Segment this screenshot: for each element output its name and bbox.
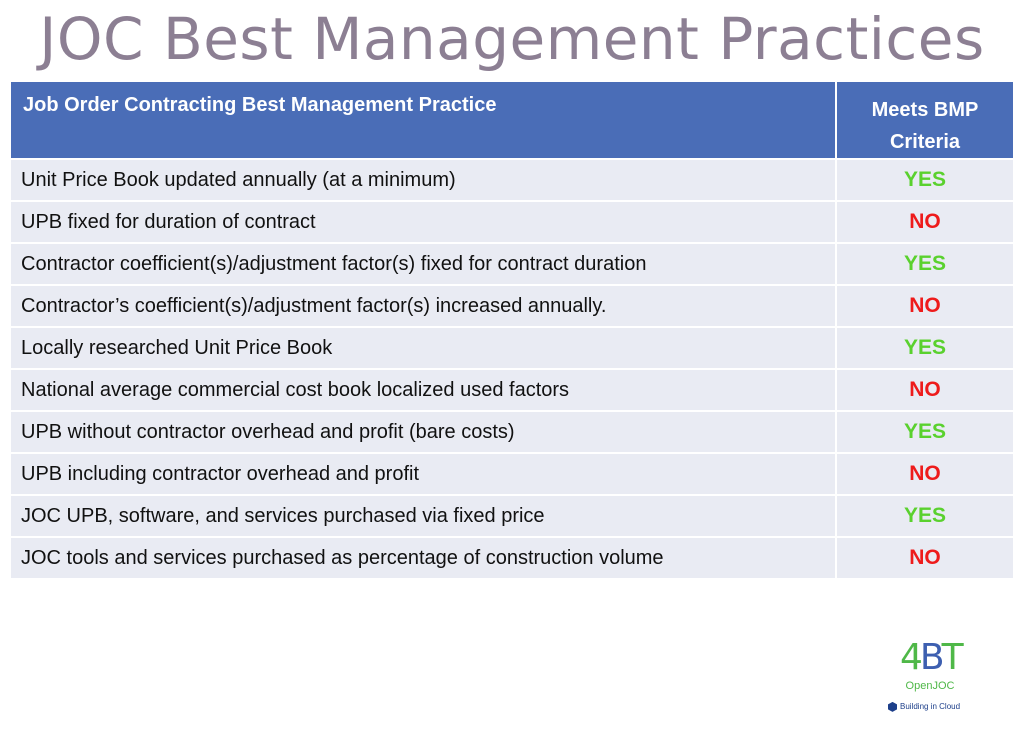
logo-tagline-row: Building in Cloud [888, 700, 984, 714]
practice-cell: JOC UPB, software, and services purchase… [11, 494, 837, 536]
practice-cell: Locally researched Unit Price Book [11, 326, 837, 368]
meets-criteria-cell: NO [837, 452, 1013, 494]
meets-criteria-cell: YES [837, 326, 1013, 368]
bmp-table: Job Order Contracting Best Management Pr… [11, 82, 1013, 578]
practice-cell: Unit Price Book updated annually (at a m… [11, 158, 837, 200]
table-row: Contractor’s coefficient(s)/adjustment f… [11, 284, 1013, 326]
column-header-criteria: Meets BMP Criteria [837, 82, 1013, 158]
table-row: UPB including contractor overhead and pr… [11, 452, 1013, 494]
logo-mark-t: T [941, 637, 964, 678]
practice-cell: UPB including contractor overhead and pr… [11, 452, 837, 494]
practice-cell: UPB fixed for duration of contract [11, 200, 837, 242]
table-row: National average commercial cost book lo… [11, 368, 1013, 410]
table-header-row: Job Order Contracting Best Management Pr… [11, 82, 1013, 158]
column-header-practice-label: Job Order Contracting Best Management Pr… [23, 94, 497, 116]
page-title: JOC Best Management Practices [39, 5, 985, 73]
meets-criteria-cell: NO [837, 200, 1013, 242]
table-body: Unit Price Book updated annually (at a m… [11, 158, 1013, 578]
logo-mark-4: 4 [900, 637, 923, 678]
meets-criteria-cell: YES [837, 494, 1013, 536]
column-header-practice: Job Order Contracting Best Management Pr… [11, 82, 837, 158]
company-logo: 4BT OpenJOC Building in Cloud [880, 638, 990, 718]
meets-criteria-cell: YES [837, 410, 1013, 452]
table-row: Unit Price Book updated annually (at a m… [11, 158, 1013, 200]
practice-cell: National average commercial cost book lo… [11, 368, 837, 410]
table-row: UPB without contractor overhead and prof… [11, 410, 1013, 452]
meets-criteria-cell: YES [837, 158, 1013, 200]
meets-criteria-cell: NO [837, 284, 1013, 326]
table-row: Contractor coefficient(s)/adjustment fac… [11, 242, 1013, 284]
practice-cell: Contractor’s coefficient(s)/adjustment f… [11, 284, 837, 326]
cube-icon [888, 701, 897, 712]
table-row: JOC tools and services purchased as perc… [11, 536, 1013, 578]
table-row: Locally researched Unit Price Book YES [11, 326, 1013, 368]
logo-tagline: Building in Cloud [900, 702, 961, 711]
logo-mark-b: B [919, 637, 945, 678]
logo-name: OpenJOC [905, 680, 955, 692]
meets-criteria-cell: NO [837, 536, 1013, 578]
practice-cell: Contractor coefficient(s)/adjustment fac… [11, 242, 837, 284]
logo-mark: 4BT [900, 638, 970, 678]
column-header-criteria-line2: Criteria [889, 131, 961, 153]
practice-cell: JOC tools and services purchased as perc… [11, 536, 837, 578]
column-header-criteria-line1: Meets BMP [871, 99, 979, 121]
table-row: UPB fixed for duration of contract NO [11, 200, 1013, 242]
meets-criteria-cell: NO [837, 368, 1013, 410]
practice-cell: UPB without contractor overhead and prof… [11, 410, 837, 452]
meets-criteria-cell: YES [837, 242, 1013, 284]
table-row: JOC UPB, software, and services purchase… [11, 494, 1013, 536]
